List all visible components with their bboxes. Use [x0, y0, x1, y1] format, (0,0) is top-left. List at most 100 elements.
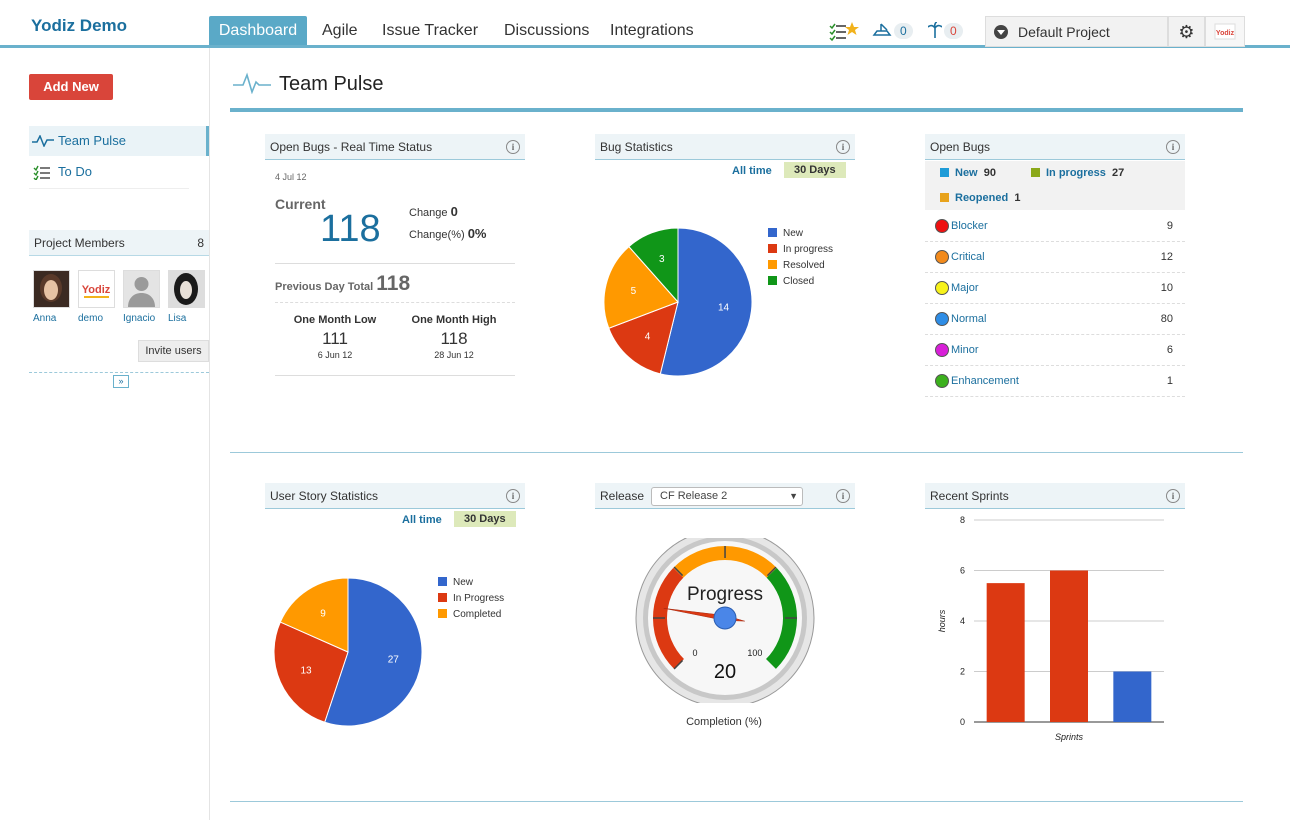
info-icon[interactable]: i: [836, 140, 850, 154]
widget-open-bugs: Open Bugs i: [925, 134, 1185, 160]
info-icon[interactable]: i: [836, 489, 850, 503]
severity-label[interactable]: Minor: [951, 344, 979, 356]
pie-slice[interactable]: [628, 227, 679, 304]
project-selector[interactable]: Default Project: [985, 16, 1168, 47]
severity-dot: [935, 250, 949, 265]
severity-row-critical[interactable]: Critical 12: [925, 242, 1185, 273]
new-swatch: [940, 168, 949, 177]
range-30-days[interactable]: 30 Days: [454, 511, 516, 527]
previous-day-row: Previous Day Total 118: [275, 272, 410, 296]
nav-tab-discussions[interactable]: Discussions: [504, 22, 590, 39]
severity-label[interactable]: Major: [951, 282, 979, 294]
updates-count: 0: [894, 23, 913, 39]
widget-title: User Story Statistics: [270, 489, 379, 503]
x-axis-label: Sprints: [1055, 732, 1084, 742]
widget-header: User Story Statistics i: [265, 483, 525, 509]
header-divider: [0, 45, 1290, 48]
range-all-time[interactable]: All time: [732, 165, 772, 177]
member-name[interactable]: Ignacio: [123, 313, 156, 324]
range-30-days[interactable]: 30 Days: [784, 162, 846, 178]
gauge-value: 20: [714, 661, 736, 683]
nav-tab-dashboard[interactable]: Dashboard: [209, 16, 307, 46]
company-logo[interactable]: Yodiz: [1205, 16, 1245, 47]
pie-slice-label: 5: [631, 286, 637, 297]
add-new-button[interactable]: Add New: [29, 74, 113, 100]
avatar-ignacio[interactable]: [123, 270, 160, 308]
row-divider: [230, 801, 1243, 802]
severity-label[interactable]: Blocker: [951, 220, 988, 232]
severity-count: 6: [1166, 344, 1173, 356]
severity-row-minor[interactable]: Minor 6: [925, 335, 1185, 366]
release-select[interactable]: CF Release 2 ▼: [651, 487, 803, 506]
expand-chevron-icon[interactable]: »: [113, 375, 129, 388]
severity-label[interactable]: Normal: [951, 313, 987, 325]
widget-header: Open Bugs - Real Time Status i: [265, 134, 525, 160]
gauge-caption: Completion (%): [686, 716, 762, 728]
legend-swatch: [768, 260, 777, 269]
avatar-anna[interactable]: [33, 270, 70, 308]
nav-tab-issue-tracker[interactable]: Issue Tracker: [382, 22, 479, 39]
member-name[interactable]: Lisa: [168, 313, 187, 324]
member-name[interactable]: Anna: [33, 313, 57, 324]
sprint-bar[interactable]: [1050, 570, 1088, 723]
info-icon[interactable]: i: [1166, 140, 1180, 154]
severity-label[interactable]: Critical: [951, 251, 985, 263]
range-all-time[interactable]: All time: [402, 514, 442, 526]
month-high: One Month High 118 28 Jun 12: [404, 314, 504, 360]
svg-text:Yodiz: Yodiz: [82, 284, 111, 296]
change-pct-row: Change(%) 0%: [409, 226, 487, 241]
status-in-progress[interactable]: In progress 27: [1031, 167, 1124, 179]
severity-row-normal[interactable]: Normal 80: [925, 304, 1185, 335]
legend-swatch: [768, 244, 777, 253]
pie-slice-label: 3: [659, 254, 665, 265]
avatar-demo[interactable]: Yodiz: [78, 270, 115, 308]
severity-label[interactable]: Enhancement: [951, 375, 1019, 387]
app-brand[interactable]: Yodiz Demo: [31, 16, 128, 35]
pie-slice[interactable]: [659, 227, 753, 377]
status-value: 1: [1014, 192, 1021, 204]
sidebar-item-team-pulse[interactable]: Team Pulse: [29, 126, 209, 156]
nav-tab-integrations[interactable]: Integrations: [610, 22, 694, 39]
settings-gear-icon[interactable]: ⚙: [1168, 16, 1205, 47]
info-icon[interactable]: i: [1166, 489, 1180, 503]
pie-slice[interactable]: [608, 301, 679, 375]
status-value: 90: [983, 167, 996, 179]
svg-text:Yodiz: Yodiz: [1216, 30, 1235, 37]
snapshot-date: 4 Jul 12: [275, 172, 307, 182]
severity-row-major[interactable]: Major 10: [925, 273, 1185, 304]
invite-users-button[interactable]: Invite users: [138, 340, 209, 362]
project-members-title: Project Members: [34, 236, 125, 250]
y-tick-label: 8: [960, 515, 965, 525]
gauge-max-label: 100: [747, 648, 762, 658]
severity-count: 12: [1160, 251, 1173, 263]
sidebar-item-todo[interactable]: To Do: [29, 157, 209, 187]
widget-title: Open Bugs: [930, 140, 991, 154]
pie-slice[interactable]: [273, 621, 349, 723]
severity-count: 9: [1166, 220, 1173, 232]
pie-slice[interactable]: [324, 577, 423, 727]
pie-slice[interactable]: [279, 577, 349, 653]
gauge-min-label: 0: [693, 648, 698, 658]
legend-swatch: [438, 609, 447, 618]
todo-star-icon[interactable]: [828, 20, 860, 44]
pulse-icon: [233, 72, 271, 99]
status-new[interactable]: New 90: [940, 167, 996, 179]
status-reopened[interactable]: Reopened 1: [940, 192, 1020, 204]
info-icon[interactable]: i: [506, 140, 520, 154]
avatar-lisa[interactable]: [168, 270, 205, 308]
widget-header: Open Bugs i: [925, 134, 1185, 160]
member-name[interactable]: demo: [78, 313, 104, 324]
current-value: 118: [320, 208, 381, 250]
severity-row-enhancement[interactable]: Enhancement 1: [925, 366, 1185, 397]
updates-indicator[interactable]: 0: [872, 22, 913, 46]
info-icon[interactable]: i: [506, 489, 520, 503]
sprint-bar[interactable]: [1113, 671, 1152, 723]
severity-count: 80: [1160, 313, 1173, 325]
alerts-indicator[interactable]: 0: [927, 21, 963, 46]
severity-row-blocker[interactable]: Blocker 9: [925, 211, 1185, 242]
previous-day-value: 118: [376, 272, 411, 295]
sprint-bar[interactable]: [986, 583, 1025, 722]
nav-tab-agile[interactable]: Agile: [322, 22, 358, 39]
severity-count: 1: [1166, 375, 1173, 387]
pie-slice[interactable]: [603, 245, 679, 329]
